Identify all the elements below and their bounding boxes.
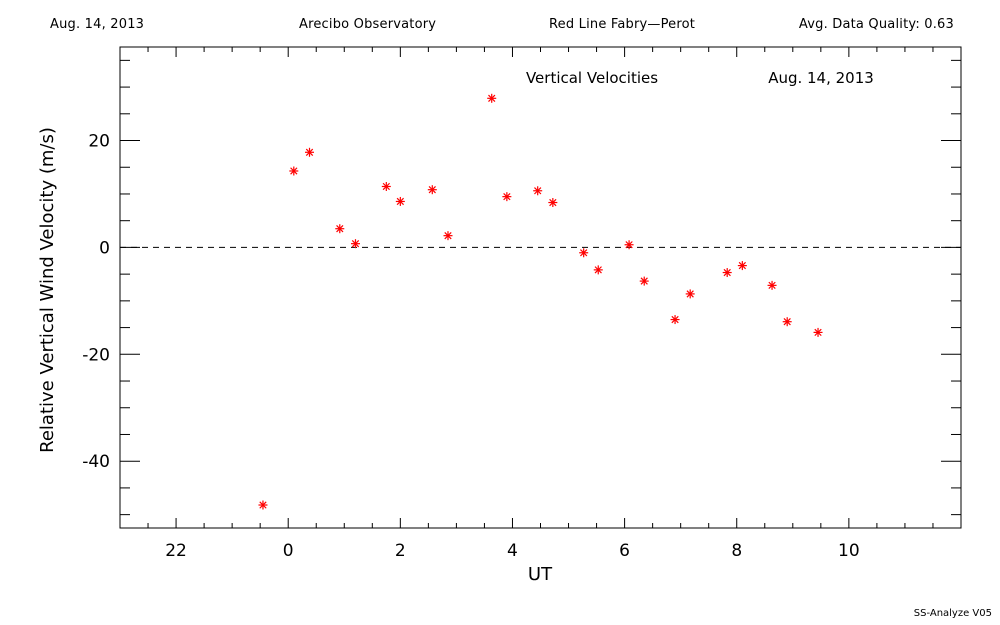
data-point — [289, 166, 299, 176]
data-point — [381, 181, 391, 191]
y-tick-label: 20 — [88, 132, 110, 152]
chart-subtitle: Aug. 14, 2013 — [768, 69, 874, 87]
data-point — [487, 93, 497, 103]
data-point — [335, 224, 345, 234]
x-tick-label: 6 — [619, 541, 630, 561]
data-point — [813, 327, 823, 337]
data-point — [443, 231, 453, 241]
x-tick-label: 10 — [838, 541, 860, 561]
y-tick-label: -20 — [82, 345, 110, 365]
x-tick-label: 0 — [283, 541, 294, 561]
data-point — [258, 500, 268, 510]
data-point — [579, 248, 589, 258]
x-tick-label: 4 — [507, 541, 518, 561]
data-point — [427, 185, 437, 195]
header-instrument: Red Line Fabry—Perot — [549, 17, 696, 32]
y-tick-label: -40 — [82, 452, 110, 472]
version-label: SS-Analyze V05 — [913, 608, 992, 619]
data-point — [350, 239, 360, 249]
plot-frame — [119, 46, 962, 529]
x-tick-label: 22 — [165, 541, 187, 561]
data-point — [685, 289, 695, 299]
header-site: Arecibo Observatory — [299, 17, 437, 32]
y-axis-label: Relative Vertical Wind Velocity (m/s) — [37, 127, 58, 453]
data-point — [305, 147, 315, 157]
data-point — [737, 261, 747, 271]
data-point — [670, 315, 680, 325]
header-date: Aug. 14, 2013 — [50, 17, 145, 32]
header-quality: Avg. Data Quality: 0.63 — [798, 17, 954, 32]
x-tick-label: 8 — [731, 541, 742, 561]
y-tick-label: 0 — [99, 238, 110, 258]
chart-title: Vertical Velocities — [526, 69, 658, 87]
data-point — [767, 280, 777, 290]
data-point — [533, 186, 543, 196]
x-tick-label: 2 — [395, 541, 406, 561]
data-point — [722, 268, 732, 278]
data-point — [502, 192, 512, 202]
x-axis-label: UT — [528, 564, 553, 585]
data-point — [593, 265, 603, 275]
data-point — [782, 317, 792, 327]
data-point — [548, 198, 558, 208]
data-point — [395, 196, 405, 206]
data-point — [639, 276, 649, 286]
data-point — [624, 240, 634, 250]
